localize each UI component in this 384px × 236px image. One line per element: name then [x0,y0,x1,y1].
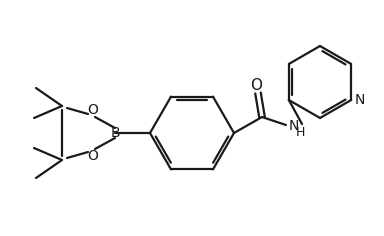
Text: N: N [355,93,365,107]
Text: H: H [295,126,305,139]
Text: O: O [88,103,98,117]
Text: N: N [289,119,299,133]
Text: B: B [110,126,120,140]
Text: O: O [88,149,98,163]
Text: O: O [250,79,262,93]
